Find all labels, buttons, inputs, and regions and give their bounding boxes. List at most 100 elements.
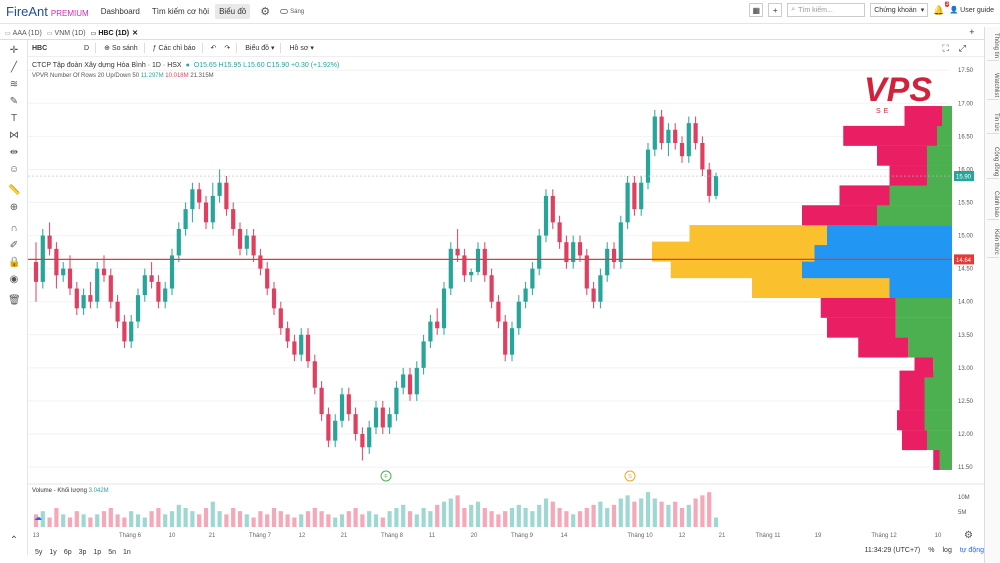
- market-select[interactable]: Chứng khoán ▾: [870, 3, 929, 17]
- measure-icon[interactable]: ⇹: [9, 147, 19, 158]
- redo-icon[interactable]: ↷: [224, 45, 231, 52]
- volume-bar: [673, 501, 678, 527]
- emoji-icon[interactable]: ☺: [8, 164, 20, 175]
- side-tab-watchlist[interactable]: Watchlist: [987, 71, 999, 101]
- side-tab-info[interactable]: Thông tin: [987, 31, 999, 62]
- lock-icon[interactable]: 🔒: [8, 257, 21, 268]
- candle-body: [523, 288, 528, 302]
- layout-grid-icon[interactable]: ▦: [749, 3, 764, 17]
- fibonacci-icon[interactable]: ≋: [9, 79, 19, 90]
- chevron-down-icon: ▾: [920, 7, 925, 14]
- candle-body: [183, 209, 188, 229]
- brush-icon[interactable]: ✎: [9, 96, 19, 107]
- range-3m[interactable]: 3p: [78, 548, 87, 556]
- range-5y[interactable]: 5y: [35, 548, 43, 556]
- volume-bar: [54, 508, 59, 527]
- volume-value: 3.042M: [88, 488, 109, 494]
- price-tick-label: 11.50: [958, 465, 973, 471]
- candle-body: [346, 394, 351, 415]
- close-icon[interactable]: ✕: [132, 30, 138, 37]
- percent-toggle[interactable]: %: [928, 547, 935, 554]
- tab-vnm[interactable]: ▭ VNM (1D): [47, 30, 86, 37]
- volume-bar: [496, 514, 501, 527]
- eye-icon[interactable]: ◉: [9, 274, 19, 285]
- compare-button[interactable]: ⊕ So sánh: [104, 44, 138, 53]
- status-dot-icon: ●: [185, 62, 190, 69]
- magnet-icon[interactable]: ∩: [10, 223, 18, 234]
- add-button[interactable]: +: [768, 3, 783, 17]
- nav-chart[interactable]: Biểu đồ: [215, 4, 251, 19]
- nav-opportunity-search[interactable]: Tìm kiếm cơ hội: [151, 7, 210, 16]
- volume-profile-up-bar: [937, 125, 952, 146]
- search-placeholder: Tìm kiếm...: [798, 6, 833, 14]
- volume-bar: [149, 511, 154, 527]
- volume-profile-up-bar: [889, 277, 952, 298]
- settings-icon[interactable]: ⚙: [964, 530, 973, 541]
- add-tab-icon[interactable]: +: [969, 27, 975, 37]
- range-1d[interactable]: 1n: [123, 548, 131, 556]
- volume-tick-label: 10M: [958, 495, 970, 501]
- collapse-icon[interactable]: ⌃: [9, 535, 19, 546]
- screenshot-icon[interactable]: ⤢: [958, 43, 966, 53]
- range-5d[interactable]: 5n: [108, 548, 116, 556]
- app-logo[interactable]: FireAnt PREMIUM: [6, 4, 89, 19]
- time-tick-label: 14: [561, 533, 568, 539]
- text-icon[interactable]: T: [10, 113, 18, 124]
- volume-profile-down-bar: [827, 317, 896, 338]
- lock-drawing-icon[interactable]: ✐: [9, 240, 19, 251]
- indicators-button[interactable]: ƒ Các chỉ báo: [153, 45, 196, 52]
- tab-aaa[interactable]: ▭ AAA (1D): [5, 30, 42, 37]
- gear-icon[interactable]: ⚙: [260, 6, 271, 18]
- volume-legend[interactable]: Volume - Khối lượng 3.042M: [32, 488, 109, 494]
- cloud-icon: ☁: [34, 513, 42, 522]
- side-tab-community[interactable]: Cộng đồng: [987, 145, 999, 180]
- vpvr-legend[interactable]: VPVR Number Of Rows 20 Up/Down 50 11.297…: [32, 73, 214, 79]
- volume-profile-down-bar: [933, 449, 940, 470]
- trash-icon[interactable]: 🗑: [8, 295, 21, 306]
- nav-dashboard[interactable]: Dashboard: [100, 7, 140, 16]
- volume-bar: [441, 501, 447, 527]
- zoom-in-icon[interactable]: ⊕: [9, 202, 19, 213]
- side-tab-news[interactable]: Tin tức: [987, 111, 999, 135]
- volume-profile-down-bar: [670, 258, 802, 279]
- volume-bar: [203, 508, 209, 527]
- interval-select[interactable]: D: [84, 44, 90, 52]
- ruler-icon[interactable]: 📏: [8, 185, 21, 196]
- crosshair-icon[interactable]: ✛: [9, 45, 19, 56]
- volume-bar: [530, 511, 535, 527]
- volume-bar: [577, 511, 583, 527]
- pattern-icon[interactable]: ⋈: [9, 130, 19, 141]
- range-1m[interactable]: 1p: [93, 548, 102, 556]
- volume-bar: [163, 514, 168, 527]
- time-tick-label: 13: [33, 533, 40, 539]
- trend-line-icon[interactable]: ╱: [10, 62, 18, 73]
- toggle-switch[interactable]: [280, 9, 289, 14]
- search-input[interactable]: ⌕ Tìm kiếm...: [787, 3, 866, 17]
- volume-bar: [659, 501, 664, 527]
- log-toggle[interactable]: log: [942, 547, 952, 554]
- side-tab-alerts[interactable]: Cảnh báo: [987, 189, 999, 221]
- undo-icon[interactable]: ↶: [210, 45, 217, 52]
- candle-body: [475, 248, 481, 272]
- price-tick-label: 17.00: [958, 101, 974, 107]
- range-6m[interactable]: 6p: [63, 548, 72, 556]
- time-tick-label: 10: [935, 533, 942, 539]
- theme-toggle[interactable]: Sáng: [280, 9, 304, 15]
- tab-hbc[interactable]: ▭ HBC (1D) ✕: [91, 29, 138, 38]
- range-1y[interactable]: 1y: [49, 548, 57, 556]
- clock[interactable]: 11:34:29 (UTC+7): [864, 547, 921, 554]
- volume-profile-up-bar: [889, 185, 952, 206]
- fullscreen-icon[interactable]: ⛶: [942, 43, 949, 53]
- chart-type-select[interactable]: Biểu đồ ▾: [245, 44, 274, 53]
- volume-profile-down-bar: [858, 337, 909, 358]
- auto-scale-toggle[interactable]: tự động: [959, 547, 984, 554]
- profile-select[interactable]: Hồ sơ ▾: [289, 44, 313, 53]
- user-guide-link[interactable]: 👤 User guide: [949, 6, 994, 14]
- volume-bar: [88, 517, 93, 527]
- volume-profile-down-bar: [752, 277, 890, 298]
- symbol-input[interactable]: HBC: [32, 44, 48, 52]
- notification-bell-icon[interactable]: 🔔 3: [933, 0, 950, 15]
- side-tab-knowledge[interactable]: Kiến thức: [987, 227, 999, 258]
- volume-bar: [271, 508, 277, 527]
